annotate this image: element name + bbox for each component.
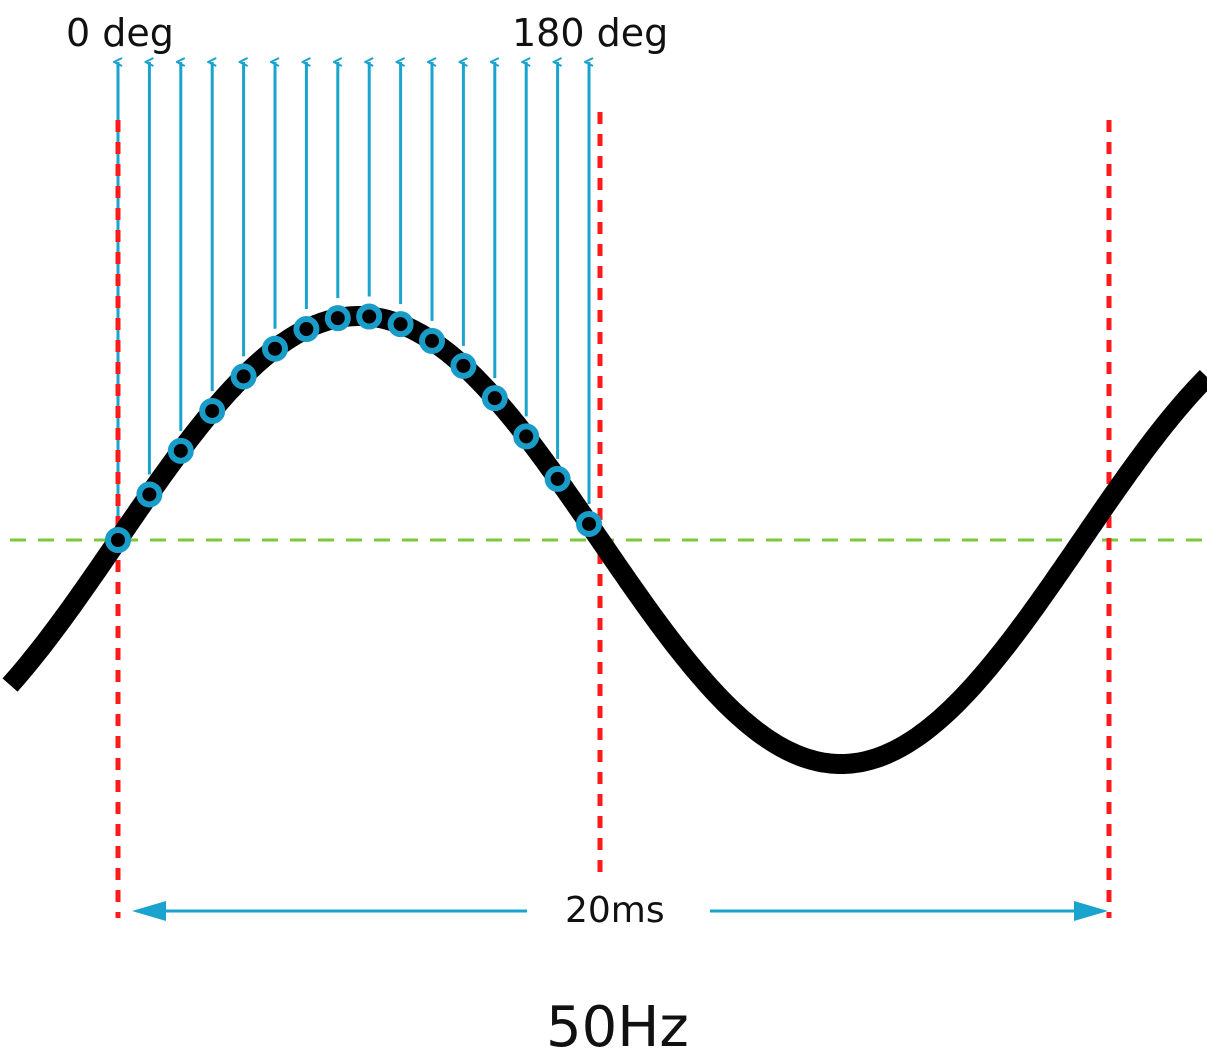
frequency-label: 50Hz — [546, 995, 689, 1053]
sample-point — [356, 303, 383, 330]
period-arrowhead-right — [1074, 901, 1108, 921]
sample-point — [481, 385, 508, 412]
period-dimension-arrow — [132, 901, 1108, 921]
sample-point — [199, 397, 226, 424]
sample-point — [450, 352, 477, 379]
sample-point — [419, 327, 446, 354]
period-arrowhead-left — [132, 901, 166, 921]
sample-point — [136, 481, 163, 508]
sample-arrows — [118, 62, 589, 520]
sample-point — [230, 363, 257, 390]
sample-point — [167, 437, 194, 464]
end-phase-label: 180 deg — [512, 11, 668, 55]
sample-point — [544, 465, 571, 492]
period-label: 20ms — [565, 890, 665, 931]
sample-point — [293, 316, 320, 343]
sample-points — [105, 303, 603, 553]
start-phase-label: 0 deg — [66, 11, 174, 55]
sample-point — [262, 335, 289, 362]
sample-point — [576, 510, 603, 537]
sample-point — [513, 423, 540, 450]
sample-point — [105, 527, 131, 553]
sample-point — [324, 305, 351, 332]
sample-point — [387, 311, 414, 338]
